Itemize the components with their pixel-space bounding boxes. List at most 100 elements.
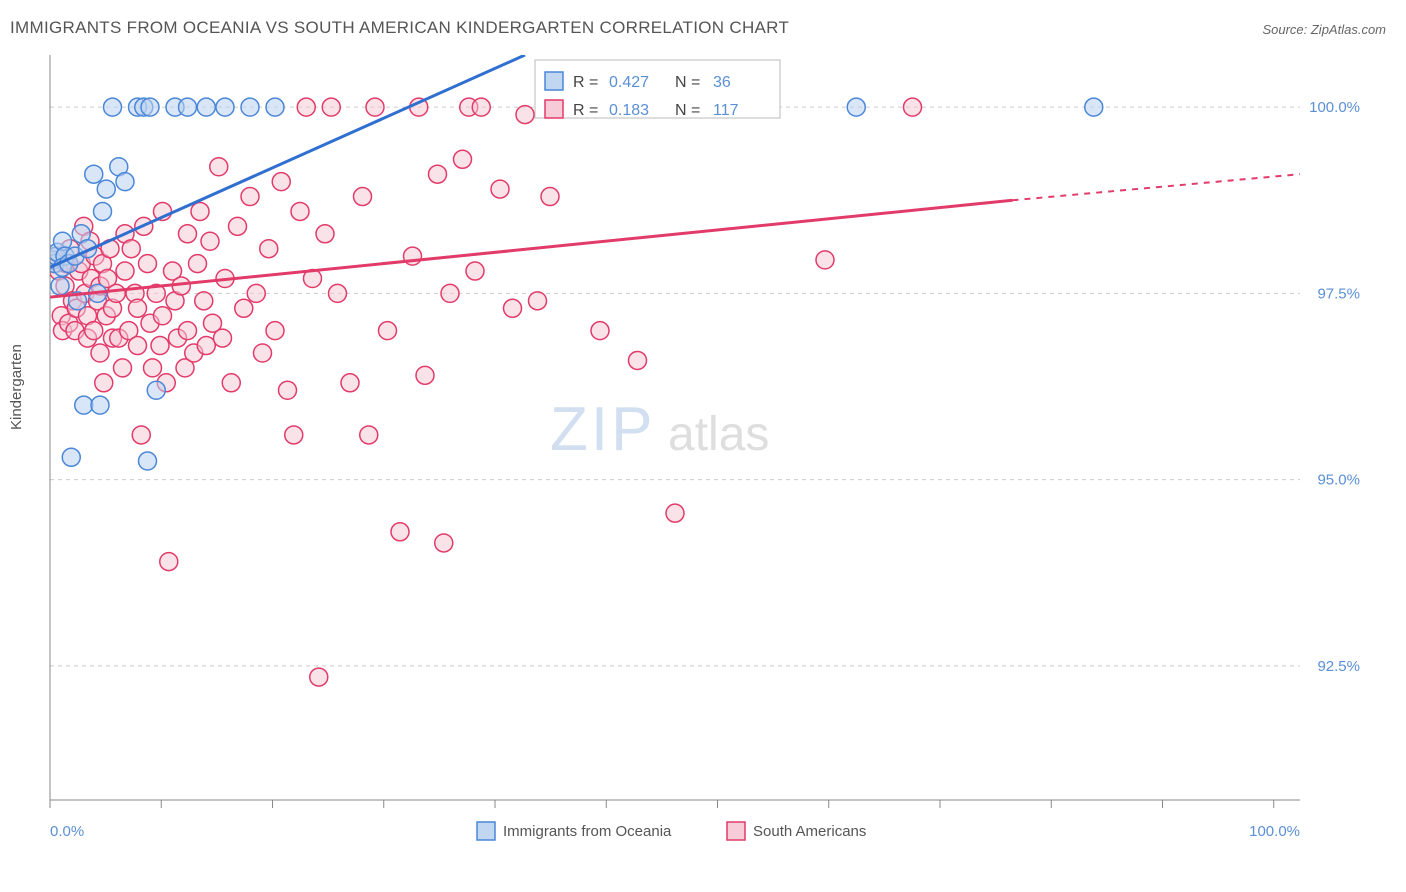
scatter-point-south_americans bbox=[360, 426, 378, 444]
scatter-point-oceania bbox=[91, 396, 109, 414]
scatter-point-south_americans bbox=[466, 262, 484, 280]
svg-text:atlas: atlas bbox=[668, 408, 769, 461]
scatter-point-south_americans bbox=[279, 381, 297, 399]
source-label: Source: ZipAtlas.com bbox=[1262, 22, 1386, 37]
scatter-point-south_americans bbox=[435, 534, 453, 552]
scatter-point-south_americans bbox=[391, 523, 409, 541]
scatter-point-south_americans bbox=[195, 292, 213, 310]
scatter-point-south_americans bbox=[107, 284, 125, 302]
scatter-point-south_americans bbox=[322, 98, 340, 116]
scatter-point-south_americans bbox=[214, 329, 232, 347]
scatter-point-south_americans bbox=[366, 98, 384, 116]
plot-area bbox=[44, 55, 1301, 686]
scatter-point-oceania bbox=[197, 98, 215, 116]
scatter-point-oceania bbox=[147, 381, 165, 399]
scatter-point-oceania bbox=[104, 98, 122, 116]
scatter-point-south_americans bbox=[429, 165, 447, 183]
scatter-point-oceania bbox=[216, 98, 234, 116]
scatter-point-south_americans bbox=[316, 225, 334, 243]
scatter-point-south_americans bbox=[179, 225, 197, 243]
scatter-point-south_americans bbox=[272, 173, 290, 191]
scatter-point-south_americans bbox=[816, 251, 834, 269]
scatter-point-south_americans bbox=[529, 292, 547, 310]
scatter-point-south_americans bbox=[629, 351, 647, 369]
y-tick-label: 95.0% bbox=[1317, 472, 1360, 489]
scatter-point-south_americans bbox=[297, 98, 315, 116]
scatter-point-oceania bbox=[62, 448, 80, 466]
stats-n-value-oceania: 36 bbox=[713, 74, 731, 91]
scatter-point-oceania bbox=[847, 98, 865, 116]
scatter-point-south_americans bbox=[247, 284, 265, 302]
scatter-point-south_americans bbox=[197, 337, 215, 355]
scatter-point-south_americans bbox=[266, 322, 284, 340]
scatter-point-south_americans bbox=[454, 150, 472, 168]
stats-n-label: N = bbox=[675, 74, 700, 91]
scatter-point-south_americans bbox=[91, 344, 109, 362]
scatter-point-south_americans bbox=[144, 359, 162, 377]
scatter-point-south_americans bbox=[541, 188, 559, 206]
scatter-point-south_americans bbox=[191, 202, 209, 220]
stats-r-value-south_americans: 0.183 bbox=[609, 102, 649, 119]
scatter-point-south_americans bbox=[201, 232, 219, 250]
chart-title: IMMIGRANTS FROM OCEANIA VS SOUTH AMERICA… bbox=[10, 18, 789, 38]
scatter-point-oceania bbox=[141, 98, 159, 116]
scatter-point-south_americans bbox=[160, 553, 178, 571]
trend-line-dash-south_americans bbox=[1013, 174, 1301, 200]
legend-label-south_americans: South Americans bbox=[753, 823, 866, 840]
scatter-point-south_americans bbox=[151, 337, 169, 355]
legend-swatch-south_americans bbox=[727, 822, 745, 840]
scatter-point-south_americans bbox=[379, 322, 397, 340]
scatter-point-oceania bbox=[266, 98, 284, 116]
legend-swatch-oceania bbox=[477, 822, 495, 840]
scatter-point-south_americans bbox=[116, 262, 134, 280]
scatter-point-south_americans bbox=[129, 337, 147, 355]
x-label-left: 0.0% bbox=[50, 823, 84, 840]
scatter-point-south_americans bbox=[416, 366, 434, 384]
scatter-point-south_americans bbox=[904, 98, 922, 116]
scatter-point-south_americans bbox=[666, 504, 684, 522]
scatter-point-south_americans bbox=[310, 668, 328, 686]
scatter-point-oceania bbox=[241, 98, 259, 116]
stats-r-label: R = bbox=[573, 74, 598, 91]
stats-swatch-south_americans bbox=[545, 100, 563, 118]
scatter-point-south_americans bbox=[210, 158, 228, 176]
svg-text:ZIP: ZIP bbox=[550, 395, 655, 464]
scatter-point-south_americans bbox=[441, 284, 459, 302]
scatter-point-south_americans bbox=[472, 98, 490, 116]
stats-r-label: R = bbox=[573, 102, 598, 119]
stats-n-value-south_americans: 117 bbox=[713, 102, 739, 119]
scatter-point-south_americans bbox=[341, 374, 359, 392]
scatter-point-oceania bbox=[179, 98, 197, 116]
stats-box bbox=[535, 60, 780, 118]
y-tick-label: 97.5% bbox=[1317, 285, 1360, 302]
correlation-chart: 92.5%95.0%97.5%100.0%ZIPatlas0.0%100.0%R… bbox=[0, 0, 1406, 892]
scatter-point-south_americans bbox=[139, 255, 157, 273]
scatter-point-oceania bbox=[75, 396, 93, 414]
stats-r-value-oceania: 0.427 bbox=[609, 74, 649, 91]
scatter-point-south_americans bbox=[95, 374, 113, 392]
legend-label-oceania: Immigrants from Oceania bbox=[503, 823, 672, 840]
watermark: ZIPatlas bbox=[550, 395, 769, 464]
scatter-point-south_americans bbox=[504, 299, 522, 317]
scatter-point-south_americans bbox=[254, 344, 272, 362]
scatter-point-oceania bbox=[116, 173, 134, 191]
scatter-point-oceania bbox=[97, 180, 115, 198]
scatter-point-south_americans bbox=[114, 359, 132, 377]
scatter-point-south_americans bbox=[222, 374, 240, 392]
scatter-point-south_americans bbox=[154, 307, 172, 325]
scatter-point-oceania bbox=[139, 452, 157, 470]
stats-swatch-oceania bbox=[545, 72, 563, 90]
scatter-point-oceania bbox=[51, 277, 69, 295]
scatter-point-south_americans bbox=[129, 299, 147, 317]
scatter-point-south_americans bbox=[291, 202, 309, 220]
scatter-point-south_americans bbox=[122, 240, 140, 258]
y-tick-label: 92.5% bbox=[1317, 658, 1360, 675]
scatter-point-south_americans bbox=[285, 426, 303, 444]
x-label-right: 100.0% bbox=[1249, 823, 1300, 840]
scatter-point-south_americans bbox=[354, 188, 372, 206]
scatter-point-south_americans bbox=[491, 180, 509, 198]
y-axis-label: Kindergarten bbox=[8, 344, 25, 430]
scatter-point-oceania bbox=[1085, 98, 1103, 116]
scatter-point-south_americans bbox=[235, 299, 253, 317]
scatter-point-south_americans bbox=[85, 322, 103, 340]
